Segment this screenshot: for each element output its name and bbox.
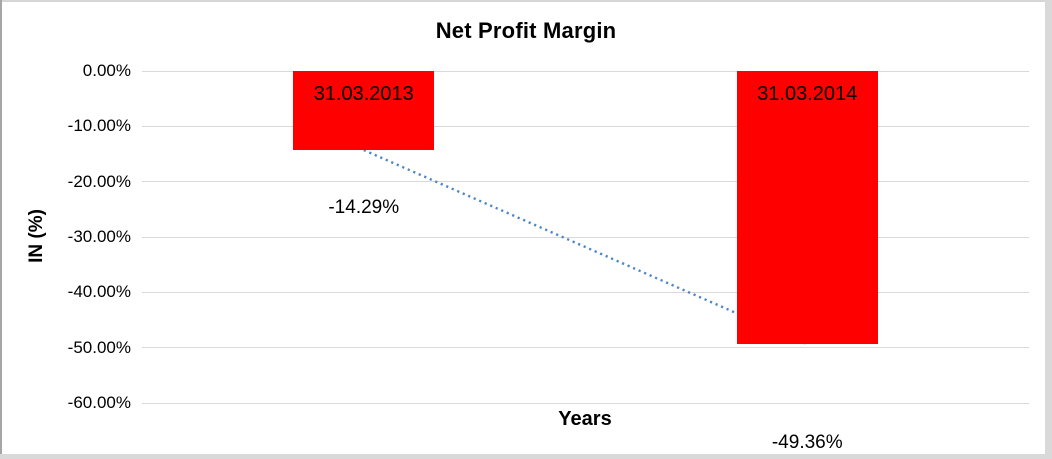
gridline	[142, 125, 1029, 127]
y-tick-label: 0.00%	[82, 61, 131, 80]
gridline	[142, 291, 1029, 293]
plot-area: 31.03.2013 31.03.2014	[142, 70, 1029, 404]
chart-title: Net Profit Margin	[435, 18, 617, 43]
bar-31.03.2014: 31.03.2014	[736, 71, 878, 345]
y-tick-label: -60.00%	[67, 393, 131, 412]
gridline	[142, 402, 1029, 404]
y-tick-label: -30.00%	[67, 227, 131, 246]
y-tick-label: -40.00%	[67, 282, 131, 302]
category-label: 31.03.2013	[313, 83, 414, 105]
x-axis-title: Years	[558, 408, 612, 430]
y-tick-label: -10.00%	[67, 116, 131, 136]
value-label: -14.29%	[328, 197, 400, 218]
value-label: -49.36%	[771, 432, 843, 453]
window-edge-bottom	[0, 454, 1052, 459]
y-tick-label: -20.00%	[67, 171, 131, 191]
window-edge-left	[0, 0, 2, 459]
bar-31.03.2013: 31.03.2013	[293, 71, 435, 151]
window-edge-top	[0, 0, 1052, 2]
y-tick-label: -50.00%	[67, 337, 131, 357]
category-label: 31.03.2014	[757, 83, 858, 105]
gridline	[142, 181, 1029, 183]
trendline-segment	[363, 148, 808, 346]
gridline	[142, 347, 1029, 349]
window-edge-right	[1045, 0, 1052, 459]
gridline	[142, 236, 1029, 238]
gridline	[142, 70, 1029, 72]
trendline	[363, 148, 808, 346]
